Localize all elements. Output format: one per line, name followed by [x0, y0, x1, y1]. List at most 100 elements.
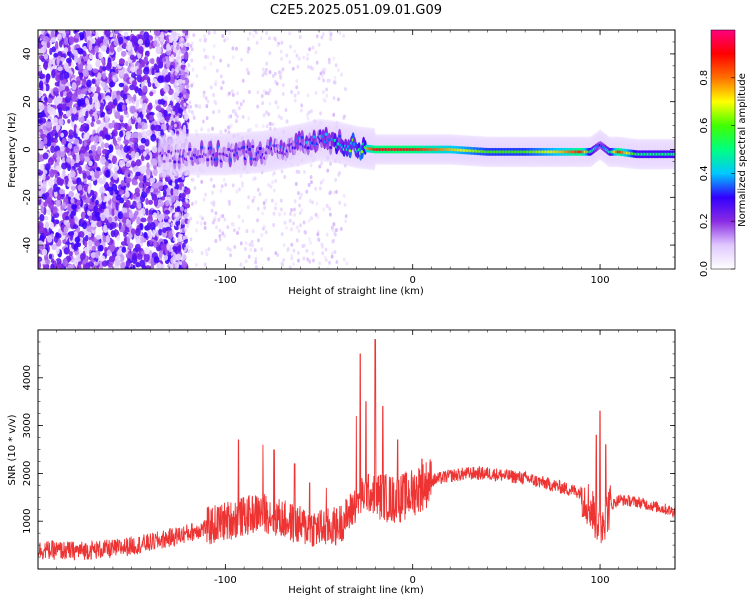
spectral-point — [202, 93, 206, 98]
spectral-point — [272, 188, 276, 193]
spectral-point — [54, 190, 58, 198]
spectral-point — [297, 56, 301, 61]
spectral-point — [144, 38, 151, 48]
spectral-point — [176, 53, 180, 58]
spectral-point — [42, 36, 50, 43]
spectral-point — [201, 119, 205, 124]
spectral-point — [181, 60, 185, 65]
spectral-point — [107, 163, 114, 170]
spectral-point — [44, 175, 50, 181]
spectral-point — [104, 160, 109, 168]
spectral-point — [125, 259, 131, 267]
spectral-point — [310, 109, 313, 114]
spectral-point — [60, 57, 65, 62]
spectral-point — [189, 237, 193, 242]
spectral-point — [281, 262, 285, 267]
spectral-point — [314, 212, 318, 217]
spectral-point — [166, 187, 170, 196]
spectral-point — [329, 32, 333, 37]
spectral-point — [249, 247, 253, 252]
spectral-point — [190, 47, 194, 52]
spectral-point — [47, 137, 51, 145]
spectral-point — [177, 244, 182, 253]
spectral-point — [104, 142, 110, 149]
spectral-core — [168, 159, 172, 163]
spectral-point — [98, 136, 103, 144]
spectral-point — [178, 233, 182, 238]
spectral-point — [70, 158, 75, 167]
spectral-point — [207, 128, 210, 133]
spectral-point — [178, 79, 184, 84]
spectral-point — [70, 185, 76, 191]
x-tick-label: 0 — [410, 575, 416, 586]
spectral-point — [171, 34, 175, 39]
spectral-point — [172, 183, 176, 188]
spectral-point — [70, 210, 74, 220]
colorbar-gradient — [710, 29, 736, 270]
spectral-point — [50, 263, 55, 269]
spectral-point — [221, 34, 225, 39]
spectral-point — [125, 35, 131, 41]
spectral-point — [158, 56, 164, 65]
spectral-point — [117, 211, 124, 220]
spectral-point — [91, 78, 96, 85]
spectral-point — [124, 169, 128, 178]
spectral-point — [241, 183, 244, 188]
spectral-point — [265, 61, 269, 66]
spectral-point — [264, 67, 268, 72]
spectral-point — [120, 261, 126, 269]
spectral-point — [140, 165, 148, 174]
spectral-point — [214, 79, 218, 84]
spectral-point — [176, 96, 180, 101]
spectral-point — [163, 96, 169, 101]
spectral-point — [114, 259, 121, 267]
spectral-point — [52, 117, 59, 126]
spectral-point — [98, 177, 104, 185]
spectral-point — [135, 261, 141, 268]
spectral-core — [215, 157, 219, 161]
spectral-point — [332, 190, 336, 195]
spectral-point — [302, 220, 306, 225]
spectral-point — [51, 244, 58, 251]
spectral-point — [288, 218, 292, 223]
spectral-point — [283, 220, 287, 225]
spectral-point — [57, 66, 63, 72]
spectral-point — [71, 81, 77, 91]
spectral-point — [241, 115, 245, 120]
spectral-point — [255, 40, 259, 45]
spectral-point — [268, 88, 272, 93]
y-tick-label: 1000 — [22, 508, 33, 533]
spectral-point — [78, 138, 83, 145]
spectral-point — [134, 87, 139, 94]
spectral-point — [117, 136, 122, 142]
spectral-point — [130, 35, 138, 44]
spectral-point — [65, 67, 72, 73]
spectral-point — [236, 91, 240, 96]
spectral-point — [99, 65, 103, 74]
spectral-point — [70, 61, 74, 70]
spectral-point — [124, 87, 128, 96]
spectral-core — [173, 160, 177, 164]
spectral-point — [141, 264, 147, 269]
spectral-point — [295, 85, 299, 90]
spectral-point — [239, 241, 243, 246]
spectral-point — [251, 198, 255, 203]
spectral-core — [162, 159, 166, 163]
spectral-point — [95, 199, 99, 206]
spectral-point — [268, 36, 271, 41]
spectral-point — [71, 93, 77, 102]
spectral-point — [78, 111, 83, 118]
spectral-point — [95, 154, 100, 162]
spectral-point — [262, 113, 266, 118]
spectral-point — [311, 251, 315, 256]
spectral-point — [92, 68, 99, 73]
spectral-point — [338, 200, 342, 205]
spectral-point — [173, 237, 176, 242]
spectral-point — [267, 257, 270, 262]
spectral-point — [251, 229, 255, 234]
spectral-point — [87, 103, 92, 111]
spectral-point — [206, 99, 210, 104]
spectral-point — [147, 199, 154, 205]
spectral-point — [345, 261, 349, 266]
spectral-point — [191, 67, 195, 72]
